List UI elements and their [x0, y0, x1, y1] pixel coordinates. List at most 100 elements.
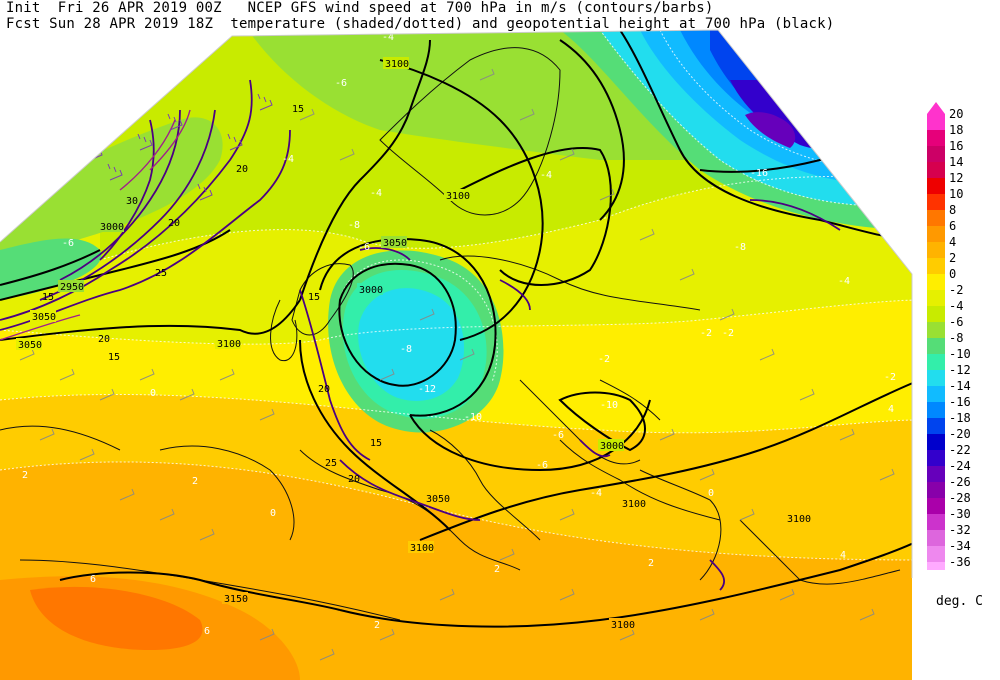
legend-label: -30: [949, 507, 971, 521]
height-label: 3050: [426, 494, 450, 505]
legend-label: 6: [949, 219, 956, 233]
wind-label: 15: [370, 438, 382, 449]
legend-label: -24: [949, 459, 971, 473]
legend-swatch: [927, 434, 945, 450]
height-label: 3100: [410, 543, 434, 554]
temp-label: 0: [270, 508, 276, 519]
legend-label: -12: [949, 363, 971, 377]
temp-label: -8: [400, 344, 412, 355]
legend-arrow: [927, 102, 945, 114]
legend-label: 0: [949, 267, 956, 281]
header-line-1: Init Fri 26 APR 2019 00Z NCEP GFS wind s…: [6, 0, 714, 16]
height-label: 3050: [32, 312, 56, 323]
wind-label: 20: [236, 164, 248, 175]
temp-label: 4: [840, 550, 846, 561]
legend-swatch: [927, 498, 945, 514]
wind-label: 20: [98, 334, 110, 345]
legend-swatch: [927, 546, 945, 562]
legend-swatch: [927, 338, 945, 354]
height-label: 3100: [385, 59, 409, 70]
height-label: 3150: [224, 594, 248, 605]
temp-label: -12: [418, 384, 436, 395]
legend-swatch: [927, 370, 945, 386]
temp-label: 2: [374, 620, 380, 631]
legend-label: -36: [949, 555, 971, 569]
legend-swatch: [927, 146, 945, 162]
temp-label: -2: [884, 372, 896, 383]
legend-swatch: [927, 258, 945, 274]
legend-swatch: [927, 290, 945, 306]
temp-label: 6: [90, 574, 96, 585]
temp-label: 2: [192, 476, 198, 487]
legend-swatch: [927, 482, 945, 498]
legend-label: -22: [949, 443, 971, 457]
legend-label: 14: [949, 155, 963, 169]
legend-swatch: [927, 194, 945, 210]
legend-label: -8: [949, 331, 963, 345]
legend-units: deg. C: [936, 594, 983, 609]
legend-swatch: [927, 306, 945, 322]
temp-label: -6: [552, 430, 564, 441]
legend-label: 20: [949, 107, 963, 121]
temp-label: -4: [540, 170, 552, 181]
temp-label: -16: [750, 168, 768, 179]
temp-label: -4: [382, 32, 394, 43]
legend-swatch: [927, 450, 945, 466]
wind-label: 15: [292, 104, 304, 115]
temp-label: -6: [358, 242, 370, 253]
legend-swatch: [927, 130, 945, 146]
height-label: 3000: [100, 222, 124, 233]
temp-label: -8: [734, 242, 746, 253]
temp-label: 2: [494, 564, 500, 575]
wind-label: 15: [108, 352, 120, 363]
temp-label: 0: [150, 388, 156, 399]
height-label: 3000: [600, 441, 624, 452]
height-label: 3100: [611, 620, 635, 631]
legend-swatch: [927, 226, 945, 242]
height-label: 3100: [446, 191, 470, 202]
legend-label: -6: [949, 315, 963, 329]
legend-label: -32: [949, 523, 971, 537]
temp-label: -10: [600, 400, 618, 411]
temp-label: -6: [335, 78, 347, 89]
header-line-2: Fcst Sun 28 APR 2019 18Z temperature (sh…: [6, 16, 835, 32]
wind-label: 15: [308, 292, 320, 303]
legend-swatch: [927, 386, 945, 402]
wind-label: 15: [42, 292, 54, 303]
wind-label: 20: [168, 218, 180, 229]
temp-label: -8: [348, 220, 360, 231]
legend-label: -20: [949, 427, 971, 441]
temp-label: -6: [62, 238, 74, 249]
legend-label: -28: [949, 491, 971, 505]
legend-swatch: [927, 354, 945, 370]
legend-swatch: [927, 418, 945, 434]
legend-label: 2: [949, 251, 956, 265]
legend-label: -4: [949, 299, 963, 313]
legend-swatch: [927, 178, 945, 194]
height-labels: 3100 3100 3050 3000 3100 3000 3050 3100 …: [16, 57, 811, 631]
legend-swatch: [927, 562, 945, 570]
color-legend: 20181614121086420-2-4-6-8-10-12-14-16-18…: [927, 102, 971, 570]
temperature-labels: -4 -4 -6 -8 -6 -4 -8 -6 -10 -12 -10 -8 -…: [22, 32, 896, 637]
legend-label: -16: [949, 395, 971, 409]
temp-label: -2: [598, 354, 610, 365]
legend-label: -14: [949, 379, 971, 393]
temp-label: -4: [282, 154, 294, 165]
temp-label: 2: [22, 470, 28, 481]
temp-label: -4: [590, 488, 602, 499]
temp-label: -10: [464, 412, 482, 423]
temp-label: -2: [722, 328, 734, 339]
legend-swatch: [927, 114, 945, 130]
legend-label: 12: [949, 171, 963, 185]
legend-swatch: [927, 274, 945, 290]
height-label: 2950: [60, 282, 84, 293]
legend-label: 8: [949, 203, 956, 217]
temp-label: 2: [648, 558, 654, 569]
legend-label: 18: [949, 123, 963, 137]
wind-label: 25: [325, 458, 337, 469]
legend-swatch: [927, 162, 945, 178]
legend-label: -34: [949, 539, 971, 553]
height-label: 3050: [18, 340, 42, 351]
wind-label: 20: [348, 474, 360, 485]
